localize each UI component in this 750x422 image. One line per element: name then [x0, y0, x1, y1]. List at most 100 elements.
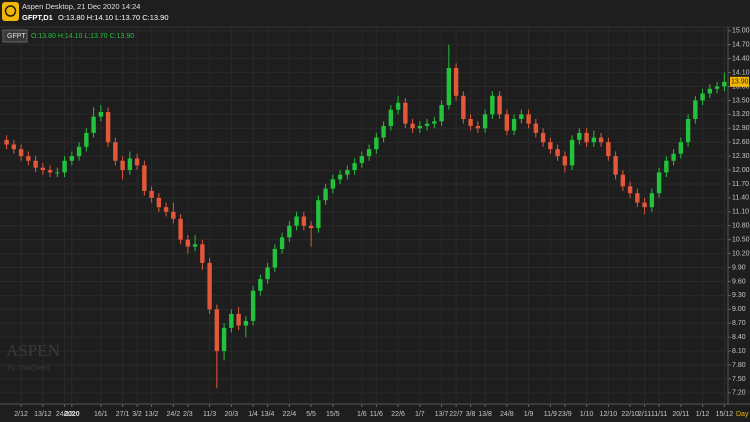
candle-body	[214, 309, 220, 352]
candle-body	[627, 186, 633, 194]
x-tick-label: 2/12	[14, 411, 28, 418]
candle-body	[685, 118, 691, 143]
x-tick-label: 13/12	[34, 411, 52, 418]
candle-body	[229, 313, 234, 328]
app-logo	[2, 2, 19, 21]
candle-body	[98, 112, 104, 117]
y-tick-label: 13.20	[732, 111, 750, 118]
price-tag-label: 13.90	[731, 79, 749, 86]
y-tick-label: 11.10	[732, 209, 749, 216]
candle-body	[548, 142, 553, 150]
candle-body	[533, 123, 539, 133]
y-tick-label: 8.10	[732, 348, 746, 355]
x-tick-label: 11/11	[651, 411, 668, 418]
candle-body	[76, 146, 82, 157]
x-tick-label: 13/8	[478, 411, 492, 418]
candle-body	[490, 95, 495, 115]
candle-body	[69, 156, 75, 161]
candle-body	[577, 132, 582, 140]
x-tick-label: 24/8	[500, 411, 514, 418]
x-tick-label: 22/4	[283, 411, 297, 418]
y-tick-label: 14.40	[732, 55, 750, 62]
y-tick-label: 7.50	[732, 376, 746, 383]
candle-body	[258, 279, 263, 291]
candle-body	[272, 248, 278, 268]
candle-body	[221, 327, 227, 352]
candle-body	[171, 211, 176, 219]
y-tick-label: 14.70	[732, 42, 750, 49]
y-tick-label: 8.40	[732, 334, 746, 341]
y-tick-label: 9.60	[732, 278, 746, 285]
candle-body	[337, 174, 343, 180]
timeframe[interactable]: Day	[736, 411, 749, 418]
watermark-brand: ASPEN	[6, 341, 60, 360]
candle-body	[526, 114, 531, 124]
x-tick-label: 1/4	[248, 411, 258, 418]
x-tick-label: 20/11	[672, 411, 689, 418]
candle-body	[105, 112, 111, 143]
candle-body	[606, 142, 611, 157]
legend-ohlc: O:13.80 H:14.10 L:13.70 C:13.90	[31, 33, 134, 40]
y-tick-label: 7.80	[732, 362, 746, 369]
candle-body	[410, 123, 415, 129]
candle-body	[33, 160, 38, 168]
app-title: Aspen Desktop, 21 Dec 2020 14:24	[22, 2, 140, 11]
y-tick-label: 12.00	[732, 167, 750, 174]
x-tick-label: 27/1	[116, 411, 130, 418]
candle-body	[178, 218, 183, 240]
candle-body	[26, 156, 31, 161]
y-tick-label: 13.50	[732, 97, 750, 104]
candle-body	[395, 102, 401, 110]
candle-body	[381, 125, 386, 138]
candle-body	[243, 320, 249, 326]
y-tick-label: 12.90	[732, 125, 750, 132]
candle-body	[11, 144, 17, 150]
x-tick-label: 1/6	[357, 411, 367, 418]
candle-body	[671, 153, 676, 161]
candle-body	[55, 172, 60, 174]
x-tick-label: 12/10	[600, 411, 618, 418]
candle-body	[113, 142, 118, 161]
candle-body	[207, 262, 212, 310]
candle-body	[540, 132, 546, 143]
x-tick-label: 11/6	[370, 411, 383, 418]
candle-body	[149, 190, 154, 198]
y-tick-label: 10.20	[732, 250, 750, 257]
x-tick-label: 3/2	[132, 411, 142, 418]
x-tick-label: 2/11	[638, 411, 651, 418]
candles	[4, 44, 727, 389]
candle-body	[511, 118, 517, 131]
y-tick-label: 15.00	[732, 28, 750, 35]
x-tick-label: 2020	[64, 411, 80, 418]
header-ohlc: O:13.80 H:14.10 L:13.70 C:13.90	[58, 13, 169, 22]
candle-body	[482, 114, 488, 129]
candle-body	[417, 125, 423, 129]
candle-body	[91, 116, 96, 133]
candle-body	[279, 237, 285, 249]
candle-body	[287, 225, 292, 238]
candle-body	[598, 137, 604, 143]
candle-body	[4, 139, 9, 145]
y-tick-label: 12.30	[732, 153, 750, 160]
candle-body	[294, 216, 299, 226]
y-tick-label: 12.60	[732, 139, 750, 146]
x-tick-label: 22/10	[621, 411, 639, 418]
x-tick-label: 13/4	[261, 411, 275, 418]
x-tick-label: 16/1	[94, 411, 108, 418]
candle-body	[649, 193, 655, 208]
candle-body	[120, 160, 125, 171]
y-tick-label: 11.70	[732, 181, 749, 188]
candle-body	[163, 207, 169, 212]
candle-body	[475, 125, 481, 129]
y-tick-label: 9.30	[732, 292, 746, 299]
candle-body	[446, 67, 452, 106]
legend-box	[2, 29, 28, 43]
x-tick-label: 20/3	[225, 411, 239, 418]
price-tag	[730, 76, 749, 87]
x-tick-label: 1/7	[415, 411, 425, 418]
x-tick-label: 1/10	[580, 411, 594, 418]
y-tick-label: 10.50	[732, 237, 750, 244]
y-tick-label: 9.00	[732, 306, 746, 313]
